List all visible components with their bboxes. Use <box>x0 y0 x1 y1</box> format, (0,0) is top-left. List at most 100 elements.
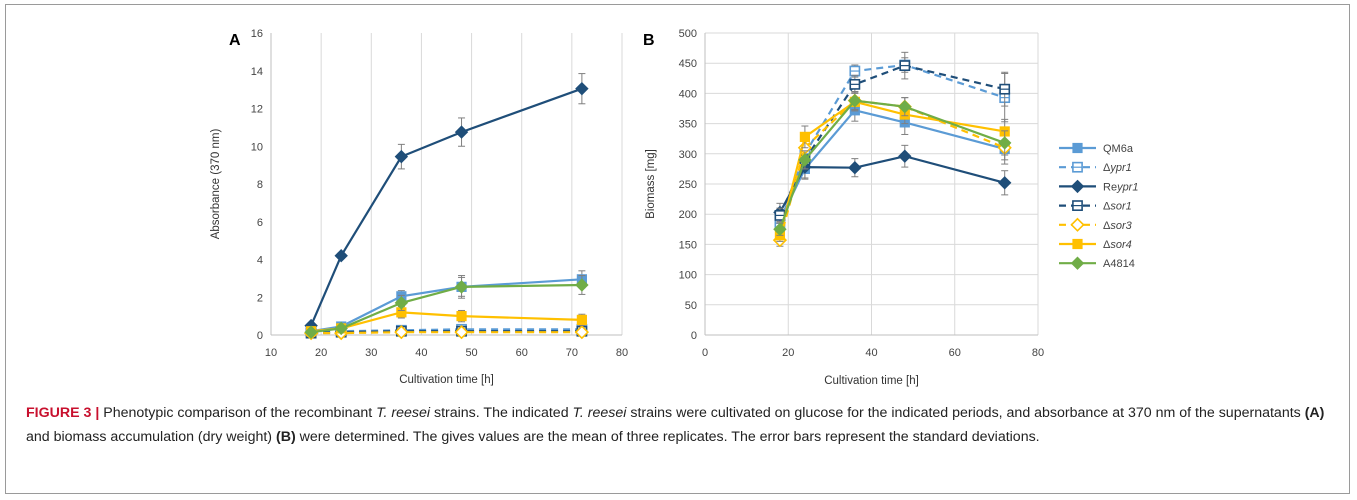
data-point <box>334 321 348 336</box>
x-axis-title: Cultivation time [h] <box>824 375 919 387</box>
legend-label: Δsor1 <box>1103 201 1132 213</box>
legend-marker <box>1072 142 1083 154</box>
data-point <box>454 325 469 340</box>
series-line <box>311 331 582 335</box>
x-tick-label: 0 <box>702 347 708 359</box>
data-point <box>304 325 318 339</box>
data-point <box>575 278 589 292</box>
figure-3: 0 2 4 6 8 10 12 14 16 10 20 30 40 50 60 70 80 Cultivation… <box>210 28 1138 387</box>
legend-item: Δsor4 <box>1059 238 1132 251</box>
x-tick-label: 40 <box>865 347 877 359</box>
series-reypr1 <box>304 73 589 333</box>
chart-panel-a: 0 2 4 6 8 10 12 14 16 10 20 30 40 50 60 70 80 Cultivation… <box>210 28 628 386</box>
caption-text: and biomass accumulation (dry weight) <box>26 429 276 445</box>
legend-item: QM6a <box>1059 142 1134 155</box>
data-point <box>394 296 409 310</box>
series-line <box>778 63 1006 224</box>
legend-label: Δypr1 <box>1103 162 1132 174</box>
y-axis-title: Biomass [mg] <box>645 149 657 219</box>
y-tick-label: 8 <box>257 179 263 191</box>
data-point <box>394 325 409 340</box>
x-tick-label: 20 <box>782 347 794 359</box>
legend-marker <box>1072 238 1083 250</box>
caption-label: FIGURE 3 | <box>26 405 100 421</box>
y-tick-label: 300 <box>679 149 697 161</box>
caption-text: (A) <box>1304 405 1325 421</box>
y-tick-label: 200 <box>679 209 697 221</box>
x-tick-label: 80 <box>1032 347 1044 359</box>
y-tick-label: 2 <box>257 292 263 304</box>
y-tick-label: 4 <box>257 255 263 267</box>
data-point <box>898 99 912 114</box>
y-tick-label: 12 <box>251 104 263 116</box>
data-point <box>773 222 787 237</box>
series-a4814 <box>773 91 1012 237</box>
legend-item: Δsor1 <box>1059 200 1132 213</box>
data-point <box>848 160 862 175</box>
x-tick-label: 70 <box>566 347 578 359</box>
legend-item: A4814 <box>1059 256 1135 270</box>
figure-frame <box>5 4 1350 494</box>
data-point <box>454 125 469 139</box>
x-tick-label: 30 <box>365 347 377 359</box>
series-sor1 <box>774 51 1011 224</box>
y-tick-label: 50 <box>685 300 697 312</box>
data-point <box>799 131 810 142</box>
series-line <box>778 100 1005 236</box>
data-point <box>848 93 862 108</box>
legend-item: Δsor3 <box>1059 217 1133 232</box>
x-axis-title: Cultivation time [h] <box>399 374 494 386</box>
caption-text: (B) <box>275 429 296 445</box>
x-tick-label: 60 <box>949 347 961 359</box>
data-point <box>574 325 590 340</box>
x-tick-label: 10 <box>265 347 277 359</box>
legend-marker <box>1070 256 1085 270</box>
data-point <box>997 176 1012 190</box>
legend-marker <box>1070 217 1085 232</box>
data-point <box>798 153 812 167</box>
chart-panel-b: 0 50 100 150 200 250 300 350 400 450 500 0 20 40 60 80 C… <box>643 28 1044 387</box>
data-point <box>456 311 467 322</box>
legend-label: Reypr1 <box>1103 181 1138 193</box>
legend-marker <box>1070 179 1085 194</box>
panel-label: B <box>643 32 655 49</box>
legend-label: Δsor3 <box>1103 220 1133 232</box>
y-tick-label: 100 <box>679 270 697 282</box>
panel-label: A <box>229 32 241 49</box>
y-tick-label: 14 <box>251 66 263 78</box>
y-tick-label: 16 <box>251 28 263 40</box>
series-line <box>310 283 582 334</box>
x-tick-label: 20 <box>315 347 327 359</box>
y-tick-label: 6 <box>257 217 263 229</box>
series-line <box>778 99 1006 241</box>
y-tick-label: 0 <box>257 330 263 342</box>
y-axis-title: Absorbance (370 nm) <box>210 129 222 240</box>
y-tick-label: 400 <box>679 88 697 100</box>
data-point <box>997 136 1012 150</box>
y-tick-label: 150 <box>679 239 697 251</box>
data-point <box>898 149 912 163</box>
figure-caption: FIGURE 3 | Phenotypic comparison of the … <box>26 401 1336 449</box>
y-tick-label: 10 <box>251 141 263 153</box>
data-point <box>575 81 589 96</box>
legend-label: A4814 <box>1103 258 1135 270</box>
x-tick-label: 80 <box>616 347 628 359</box>
series-a4814 <box>304 275 589 339</box>
caption-text: strains. The indicated <box>430 405 573 421</box>
caption-text: T. reesei <box>572 405 627 421</box>
caption-text: T. reesei <box>376 405 431 421</box>
data-point <box>334 249 348 263</box>
y-tick-label: 350 <box>679 119 697 131</box>
y-tick-label: 450 <box>679 58 697 70</box>
caption-text: were determined. The gives values are th… <box>295 429 1040 445</box>
x-tick-label: 50 <box>465 347 477 359</box>
series-qm6a <box>774 98 1010 227</box>
y-tick-label: 0 <box>691 330 697 342</box>
chart-legend: QM6a Δypr1 Reypr1 Δsor1 Δsor3 Δsor4 A4814 <box>1059 142 1138 270</box>
caption-text: Phenotypic comparison of the recombinant <box>99 405 377 421</box>
x-tick-label: 60 <box>516 347 528 359</box>
y-tick-label: 250 <box>679 179 697 191</box>
caption-text: strains were cultivated on glucose for t… <box>626 405 1305 421</box>
y-tick-label: 500 <box>679 28 697 40</box>
data-point <box>454 280 469 294</box>
